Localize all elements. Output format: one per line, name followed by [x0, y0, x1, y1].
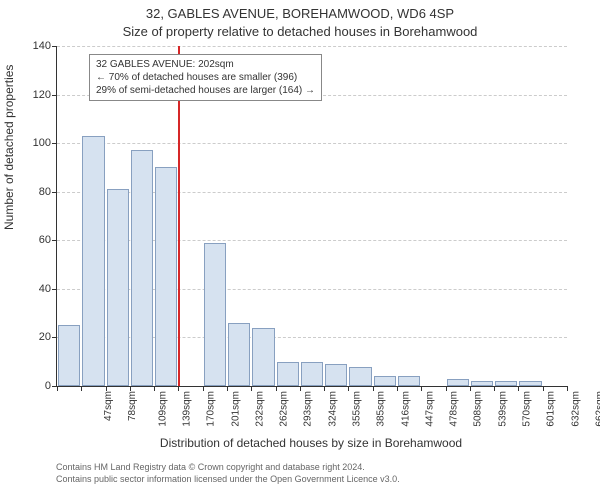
x-tick-label: 293sqm — [303, 391, 314, 427]
x-tick — [470, 386, 471, 391]
x-tick — [178, 386, 179, 391]
histogram-bar — [374, 376, 396, 386]
y-tick — [52, 143, 57, 144]
x-tick-label: 447sqm — [424, 391, 435, 427]
y-tick — [52, 46, 57, 47]
x-tick-label: 78sqm — [127, 391, 138, 421]
x-tick — [154, 386, 155, 391]
x-tick — [567, 386, 568, 391]
footer-attribution: Contains HM Land Registry data © Crown c… — [56, 462, 400, 485]
plot-area: 32 GABLES AVENUE: 202sqm ← 70% of detach… — [56, 46, 567, 387]
x-tick — [543, 386, 544, 391]
annotation-line1: 32 GABLES AVENUE: 202sqm — [96, 58, 315, 71]
chart-title-main: 32, GABLES AVENUE, BOREHAMWOOD, WD6 4SP — [0, 6, 600, 21]
x-tick — [251, 386, 252, 391]
x-tick-label: 262sqm — [279, 391, 290, 427]
histogram-bar — [349, 367, 371, 386]
histogram-bar — [131, 150, 153, 386]
histogram-bar — [398, 376, 420, 386]
y-tick — [52, 289, 57, 290]
x-tick — [227, 386, 228, 391]
x-tick — [446, 386, 447, 391]
y-tick — [52, 240, 57, 241]
histogram-bar — [58, 325, 80, 386]
histogram-bar — [277, 362, 299, 386]
x-tick — [348, 386, 349, 391]
y-tick — [52, 95, 57, 96]
y-tick-label: 140 — [33, 40, 51, 52]
histogram-bar — [495, 381, 517, 386]
x-tick-label: 662sqm — [594, 391, 600, 427]
x-tick-label: 324sqm — [327, 391, 338, 427]
annotation-line3: 29% of semi-detached houses are larger (… — [96, 84, 315, 97]
y-tick-label: 100 — [33, 137, 51, 149]
grid-line — [57, 46, 567, 47]
histogram-bar — [204, 243, 226, 386]
x-tick-label: 632sqm — [570, 391, 581, 427]
x-tick — [397, 386, 398, 391]
y-tick-label: 40 — [39, 283, 51, 295]
x-tick — [373, 386, 374, 391]
x-tick — [81, 386, 82, 391]
y-axis-label: Number of detached properties — [2, 65, 16, 230]
x-tick — [494, 386, 495, 391]
x-tick-label: 508sqm — [473, 391, 484, 427]
y-tick — [52, 337, 57, 338]
annotation-line2: ← 70% of detached houses are smaller (39… — [96, 71, 315, 84]
histogram-bar — [325, 364, 347, 386]
grid-line — [57, 143, 567, 144]
histogram-bar — [519, 381, 541, 386]
x-tick — [57, 386, 58, 391]
x-tick-label: 570sqm — [522, 391, 533, 427]
histogram-bar — [301, 362, 323, 386]
x-tick-label: 355sqm — [352, 391, 363, 427]
footer-line2: Contains public sector information licen… — [56, 474, 400, 486]
histogram-bar — [447, 379, 469, 386]
x-tick-label: 539sqm — [497, 391, 508, 427]
y-tick-label: 80 — [39, 186, 51, 198]
x-tick — [518, 386, 519, 391]
histogram-bar — [471, 381, 493, 386]
histogram-bar — [155, 167, 177, 386]
histogram-bar — [82, 136, 104, 386]
chart-title-sub: Size of property relative to detached ho… — [0, 24, 600, 39]
y-tick-label: 0 — [45, 380, 51, 392]
x-tick — [203, 386, 204, 391]
x-tick — [130, 386, 131, 391]
y-tick — [52, 192, 57, 193]
x-tick-label: 170sqm — [206, 391, 217, 427]
x-tick-label: 232sqm — [254, 391, 265, 427]
x-tick — [276, 386, 277, 391]
y-tick-label: 60 — [39, 234, 51, 246]
x-tick — [324, 386, 325, 391]
x-tick-label: 109sqm — [157, 391, 168, 427]
histogram-bar — [107, 189, 129, 386]
x-axis-label: Distribution of detached houses by size … — [56, 436, 566, 450]
y-tick-label: 120 — [33, 89, 51, 101]
histogram-bar — [252, 328, 274, 386]
x-tick — [106, 386, 107, 391]
x-tick-label: 139sqm — [182, 391, 193, 427]
y-tick-label: 20 — [39, 331, 51, 343]
x-tick-label: 601sqm — [546, 391, 557, 427]
footer-line1: Contains HM Land Registry data © Crown c… — [56, 462, 400, 474]
chart-container: 32, GABLES AVENUE, BOREHAMWOOD, WD6 4SP … — [0, 0, 600, 500]
histogram-bar — [228, 323, 250, 386]
x-tick-label: 416sqm — [400, 391, 411, 427]
x-tick-label: 478sqm — [449, 391, 460, 427]
x-tick — [421, 386, 422, 391]
x-tick-label: 47sqm — [103, 391, 114, 421]
annotation-box: 32 GABLES AVENUE: 202sqm ← 70% of detach… — [89, 54, 322, 101]
x-tick-label: 201sqm — [230, 391, 241, 427]
x-tick-label: 385sqm — [376, 391, 387, 427]
x-tick — [300, 386, 301, 391]
